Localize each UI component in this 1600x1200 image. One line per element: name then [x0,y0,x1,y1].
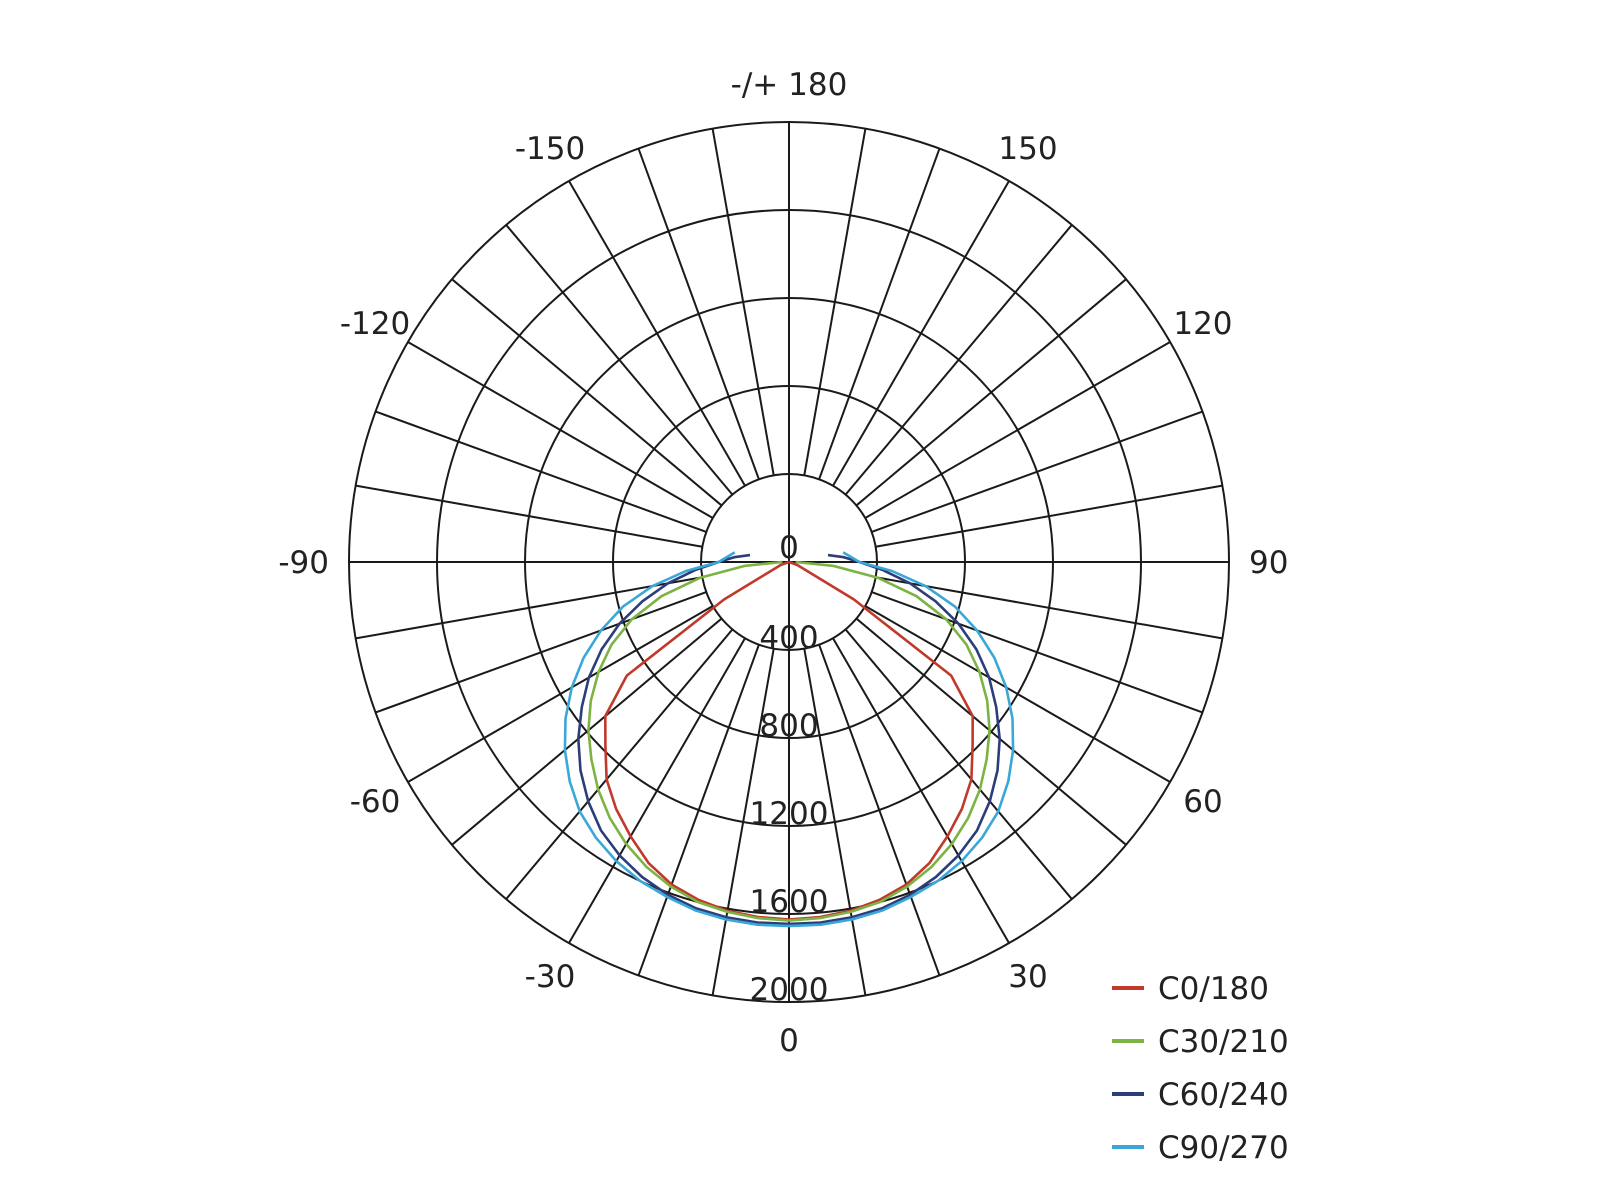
grid-spoke-330 [568,637,746,944]
grid-spoke-140 [844,224,1073,496]
angle-label-neg30: -30 [525,959,576,995]
angle-label-neg90: -90 [278,545,329,581]
grid-spoke-310 [451,617,723,846]
radial-label-2000: 2000 [750,972,829,1008]
grid-spoke-340 [637,644,760,976]
curve-c60-240 [577,553,1001,926]
grid-spoke-280 [355,576,703,640]
curve-c30-210 [587,560,991,922]
grid-spoke-80 [875,576,1223,640]
grid-spoke-120 [864,341,1171,519]
radial-label-800: 800 [759,708,818,744]
legend: C0/180 C30/210 C60/240 C90/270 [1112,971,1289,1166]
grid-spoke-110 [871,410,1203,533]
angle-label-180: -/+ 180 [731,67,848,103]
angle-label-30: 30 [1008,959,1047,995]
angle-label-neg120: -120 [340,306,410,342]
legend-label-c30-210: C30/210 [1158,1024,1289,1060]
grid-spoke-30 [832,637,1010,944]
grid-spoke-190 [711,128,775,476]
radial-label-0: 0 [779,530,799,566]
grid-spoke-150 [832,180,1010,487]
grid-spoke-20 [818,644,941,976]
grid-spoke-70 [871,591,1203,714]
grid-spoke-220 [505,224,734,496]
legend-label-c60-240: C60/240 [1158,1077,1289,1113]
grid-spoke-210 [568,180,746,487]
radial-tick-labels: 0 400 800 1200 1600 2000 [750,530,829,1008]
grid-spoke-300 [407,605,714,783]
grid-spoke-170 [803,128,867,476]
angle-label-120: 120 [1173,306,1232,342]
grid-spoke-50 [855,617,1127,846]
angle-label-90: 90 [1249,545,1288,581]
grid-spoke-10 [803,648,867,996]
grid-spoke-320 [505,628,734,900]
legend-label-c90-270: C90/270 [1158,1130,1289,1166]
grid-spoke-200 [637,148,760,480]
curve-c90-270 [563,551,1015,928]
grid-spoke-130 [855,278,1127,507]
angular-tick-labels: -/+ 180 150 120 90 60 30 0 -30 -60 -90 -120 -150 [278,67,1288,1059]
intensity-curves [563,551,1015,928]
angle-label-60: 60 [1183,784,1222,820]
angle-label-neg60: -60 [350,784,401,820]
grid-spoke-60 [864,605,1171,783]
polar-grid [348,121,1230,1003]
radial-label-1200: 1200 [750,796,829,832]
grid-spoke-100 [875,484,1223,548]
grid-spoke-260 [355,484,703,548]
grid-spoke-240 [407,341,714,519]
angle-label-150: 150 [998,131,1057,167]
grid-spoke-160 [818,148,941,480]
grid-spoke-230 [451,278,723,507]
radial-label-400: 400 [759,620,818,656]
legend-label-c0-180: C0/180 [1158,971,1269,1007]
angle-label-0: 0 [779,1023,799,1059]
angle-label-neg150: -150 [515,131,585,167]
grid-spoke-350 [711,648,775,996]
grid-spoke-250 [375,410,707,533]
radial-label-1600: 1600 [750,884,829,920]
grid-spoke-40 [844,628,1073,900]
grid-spoke-290 [375,591,707,714]
